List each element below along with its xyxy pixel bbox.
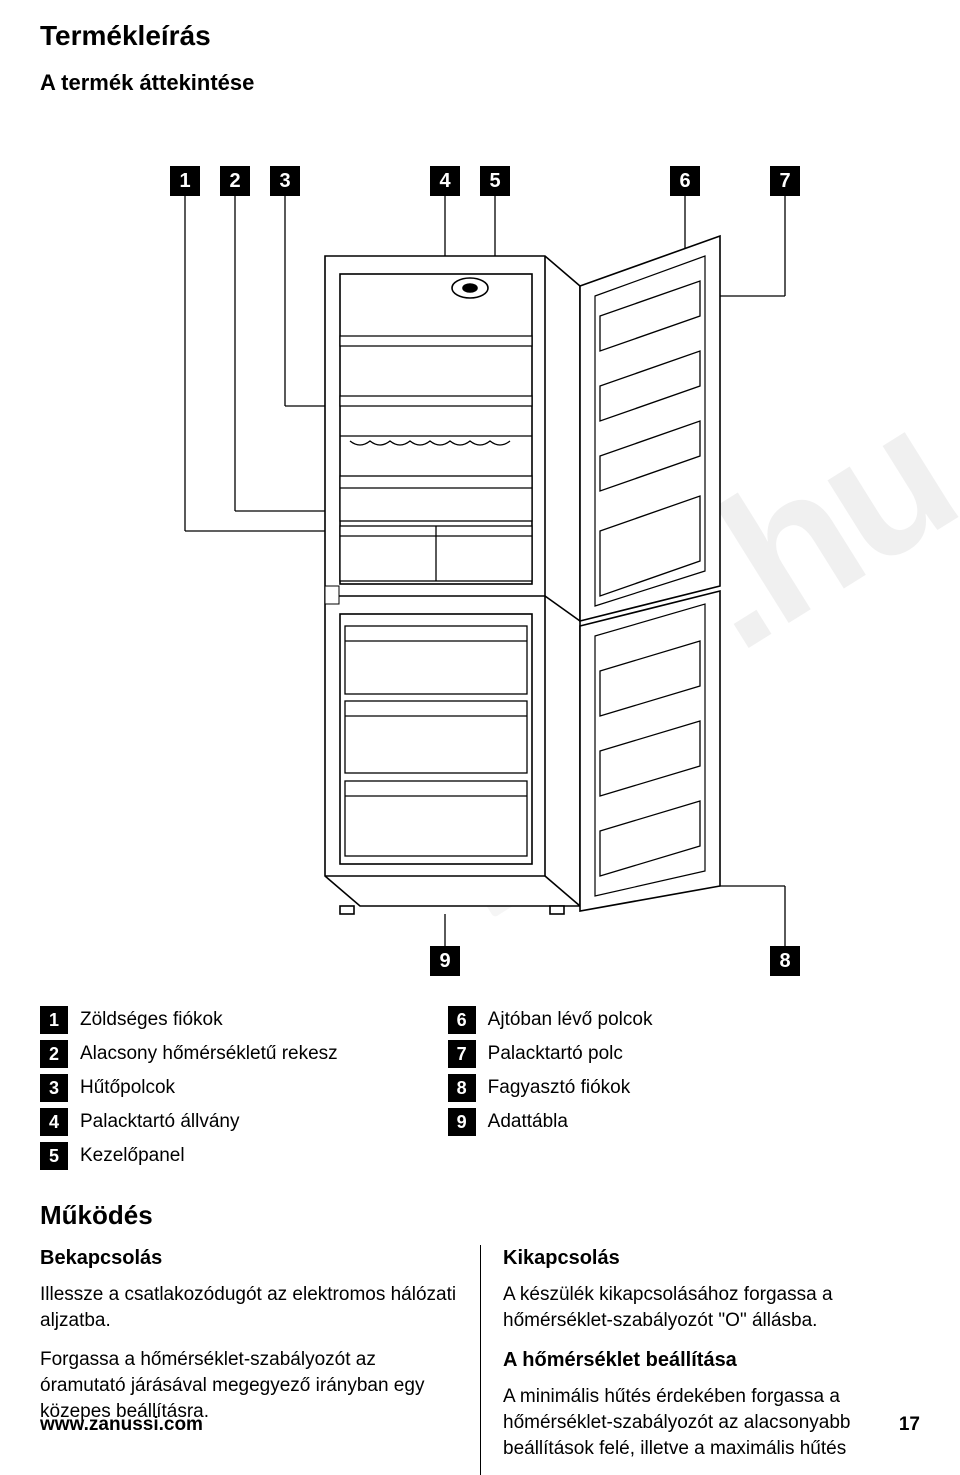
overview-heading: A termék áttekintése: [40, 70, 920, 96]
legend-item-5: 5 Kezelőpanel: [40, 1142, 338, 1170]
product-diagram: 123 45 6 7 9 8: [40, 116, 920, 996]
callout-3: 3: [270, 166, 300, 196]
legend-num: 5: [40, 1142, 68, 1170]
callout-5: 5: [480, 166, 510, 196]
legend-item-1: 1 Zöldséges fiókok: [40, 1006, 338, 1034]
legend-item-3: 3 Hűtőpolcok: [40, 1074, 338, 1102]
temp-heading: A hőmérséklet beállítása: [503, 1347, 920, 1374]
legend-item-9: 9 Adattábla: [448, 1108, 653, 1136]
switch-on-p2: Forgassa a hőmérséklet-szabályozót az ór…: [40, 1347, 458, 1424]
legend-left: 1 Zöldséges fiókok 2 Alacsony hőmérsékletű …: [40, 1006, 338, 1170]
legend-num: 4: [40, 1108, 68, 1136]
legend-label: Palacktartó polc: [488, 1043, 623, 1065]
legend-item-6: 6 Ajtóban lévő polcok: [448, 1006, 653, 1034]
callout-1: 1: [170, 166, 200, 196]
page-title: Termékleírás: [40, 20, 920, 52]
legend-num: 9: [448, 1108, 476, 1136]
legend-label: Fagyasztó fiókok: [488, 1077, 631, 1099]
footer: www.zanussi.com 17: [40, 1414, 920, 1436]
callout-9: 9: [430, 946, 460, 976]
legend-item-2: 2 Alacsony hőmérsékletű rekesz: [40, 1040, 338, 1068]
callout-8: 8: [770, 946, 800, 976]
callout-7: 7: [770, 166, 800, 196]
operation-heading: Működés: [40, 1200, 920, 1231]
operation-section: Bekapcsolás Illessze a csatlakozódugót a…: [40, 1245, 920, 1475]
operation-right: Kikapcsolás A készülék kikapcsolásához f…: [480, 1245, 920, 1475]
legend-label: Zöldséges fiókok: [80, 1009, 223, 1031]
legend-num: 3: [40, 1074, 68, 1102]
legend-num: 6: [448, 1006, 476, 1034]
switch-off-p1: A készülék kikapcsolásához forgassa a hő…: [503, 1282, 920, 1333]
footer-page: 17: [899, 1414, 920, 1436]
switch-on-p1: Illessze a csatlakozódugót az elektromos…: [40, 1282, 458, 1333]
switch-off-heading: Kikapcsolás: [503, 1245, 920, 1272]
legend-label: Alacsony hőmérsékletű rekesz: [80, 1043, 338, 1065]
legend-num: 2: [40, 1040, 68, 1068]
legend-label: Kezelőpanel: [80, 1145, 185, 1167]
callout-6: 6: [670, 166, 700, 196]
legend-num: 8: [448, 1074, 476, 1102]
legend-item-4: 4 Palacktartó állvány: [40, 1108, 338, 1136]
callout-4: 4: [430, 166, 460, 196]
legend-label: Adattábla: [488, 1111, 568, 1133]
callout-2: 2: [220, 166, 250, 196]
diagram-svg: [40, 116, 920, 996]
legend-num: 1: [40, 1006, 68, 1034]
operation-left: Bekapcsolás Illessze a csatlakozódugót a…: [40, 1245, 480, 1475]
legend: 1 Zöldséges fiókok 2 Alacsony hőmérsékletű …: [40, 1006, 920, 1170]
legend-item-8: 8 Fagyasztó fiókok: [448, 1074, 653, 1102]
legend-num: 7: [448, 1040, 476, 1068]
footer-url: www.zanussi.com: [40, 1414, 203, 1436]
legend-label: Palacktartó állvány: [80, 1111, 239, 1133]
legend-label: Ajtóban lévő polcok: [488, 1009, 653, 1031]
legend-item-7: 7 Palacktartó polc: [448, 1040, 653, 1068]
legend-label: Hűtőpolcok: [80, 1077, 175, 1099]
switch-on-heading: Bekapcsolás: [40, 1245, 458, 1272]
legend-right: 6 Ajtóban lévő polcok 7 Palacktartó polc 8 Fa…: [448, 1006, 653, 1170]
